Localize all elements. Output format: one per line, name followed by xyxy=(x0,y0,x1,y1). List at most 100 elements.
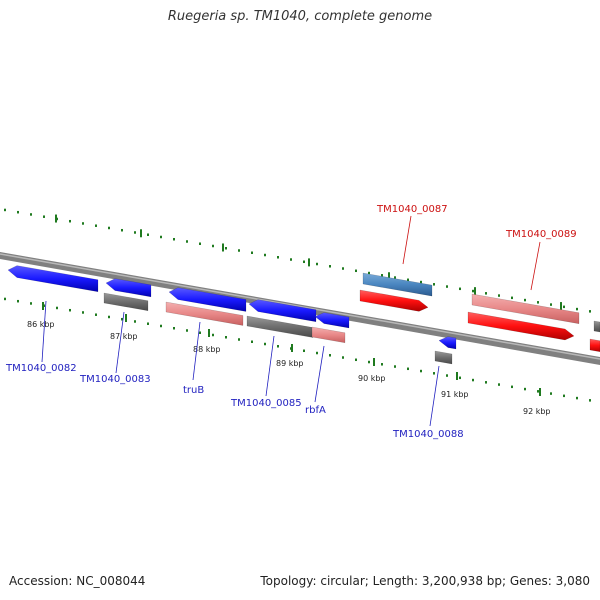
major-tick xyxy=(539,388,541,396)
feature-block xyxy=(593,320,600,333)
minor-tick xyxy=(498,294,500,297)
minor-tick xyxy=(576,396,578,400)
minor-tick xyxy=(69,219,71,223)
gene-label[interactable]: truB xyxy=(183,385,204,396)
minor-tick xyxy=(485,381,487,384)
gene-label[interactable]: TM1040_0085 xyxy=(230,398,302,409)
minor-tick xyxy=(30,302,32,305)
forward-gene-arrow xyxy=(248,299,317,323)
minor-tick xyxy=(17,210,19,214)
minor-tick xyxy=(355,358,357,362)
minor-tick xyxy=(511,296,513,300)
major-tick xyxy=(55,214,57,223)
minor-tick xyxy=(420,280,422,284)
feature-block xyxy=(103,292,149,311)
minor-tick xyxy=(290,258,292,261)
gene-label[interactable]: TM1040_0082 xyxy=(5,363,77,374)
reverse-gene-arrow xyxy=(359,289,429,312)
gene-label[interactable]: TM1040_0089 xyxy=(505,229,577,240)
minor-tick xyxy=(43,215,45,218)
minor-tick xyxy=(251,340,253,344)
minor-tick xyxy=(563,394,565,398)
genome-backbone-highlight xyxy=(0,253,600,360)
minor-tick xyxy=(550,303,552,306)
minor-tick xyxy=(459,287,461,291)
gene-label[interactable]: TM1040_0083 xyxy=(79,374,151,385)
minor-tick xyxy=(485,292,487,295)
minor-tick xyxy=(472,378,474,382)
minor-tick xyxy=(446,285,448,288)
minor-tick xyxy=(394,365,396,368)
tick-label: 91 kbp xyxy=(441,390,469,399)
minor-tick xyxy=(303,260,305,264)
tick-label: 89 kbp xyxy=(276,359,304,368)
minor-tick xyxy=(17,299,19,303)
minor-tick xyxy=(524,298,526,302)
minor-tick xyxy=(472,289,474,293)
major-tick xyxy=(474,287,476,296)
tick-label: 87 kbp xyxy=(110,332,138,341)
tick-label: 92 kbp xyxy=(523,407,551,416)
minor-tick xyxy=(173,237,175,241)
minor-tick xyxy=(342,267,344,270)
gene-leader-line xyxy=(41,300,47,363)
gene-features xyxy=(7,265,600,365)
minor-tick xyxy=(459,376,461,380)
forward-gene-arrow xyxy=(438,336,457,350)
minor-tick xyxy=(147,322,149,325)
major-tick xyxy=(208,329,210,337)
minor-tick xyxy=(329,265,331,268)
minor-tick xyxy=(56,306,58,310)
minor-tick xyxy=(407,278,409,282)
minor-tick xyxy=(69,308,71,312)
minor-tick xyxy=(329,354,331,357)
minor-tick xyxy=(524,387,526,391)
minor-tick xyxy=(498,383,500,386)
accession-text: Accession: NC_008044 xyxy=(9,574,146,588)
tick-label: 90 kbp xyxy=(358,374,386,383)
scale-ticks: 86 kbp 87 kbp 88 kbp 89 kbp 90 kbp 91 kbp 92 k… xyxy=(4,208,591,416)
gene-leader-line xyxy=(314,345,325,403)
minor-tick xyxy=(589,310,591,313)
gene-label[interactable]: TM1040_0088 xyxy=(392,429,464,440)
minor-tick xyxy=(264,253,266,257)
major-tick xyxy=(42,302,44,310)
minor-tick xyxy=(225,336,227,339)
minor-tick xyxy=(537,390,539,393)
minor-tick xyxy=(95,224,97,227)
minor-tick xyxy=(303,349,305,353)
minor-tick xyxy=(4,208,6,212)
minor-tick xyxy=(186,240,188,243)
gene-leader-line xyxy=(192,321,201,381)
major-tick xyxy=(125,314,127,322)
minor-tick xyxy=(160,235,162,239)
minor-tick xyxy=(277,256,279,259)
minor-tick xyxy=(420,369,422,373)
major-tick xyxy=(291,344,293,352)
minor-tick xyxy=(576,307,578,311)
genome-info-text: Topology: circular; Length: 3,200,938 bp… xyxy=(260,574,590,588)
minor-tick xyxy=(355,269,357,273)
minor-tick xyxy=(511,385,513,389)
minor-tick xyxy=(238,338,240,341)
minor-tick xyxy=(316,351,318,355)
major-tick xyxy=(308,258,310,267)
minor-tick xyxy=(108,315,110,319)
minor-tick xyxy=(160,324,162,328)
minor-tick xyxy=(589,399,591,402)
minor-tick xyxy=(433,283,435,286)
reverse-gene-arrow xyxy=(589,338,600,353)
major-tick xyxy=(373,358,375,366)
feature-block xyxy=(165,301,244,326)
gene-label[interactable]: TM1040_0087 xyxy=(376,204,448,215)
minor-tick xyxy=(121,228,123,232)
gene-label[interactable]: rbfA xyxy=(305,405,326,416)
minor-tick xyxy=(82,222,84,225)
minor-tick xyxy=(238,249,240,252)
forward-gene-arrow xyxy=(7,265,99,293)
minor-tick xyxy=(199,331,201,334)
minor-tick xyxy=(381,274,383,277)
minor-tick xyxy=(108,226,110,230)
minor-tick xyxy=(199,242,201,245)
